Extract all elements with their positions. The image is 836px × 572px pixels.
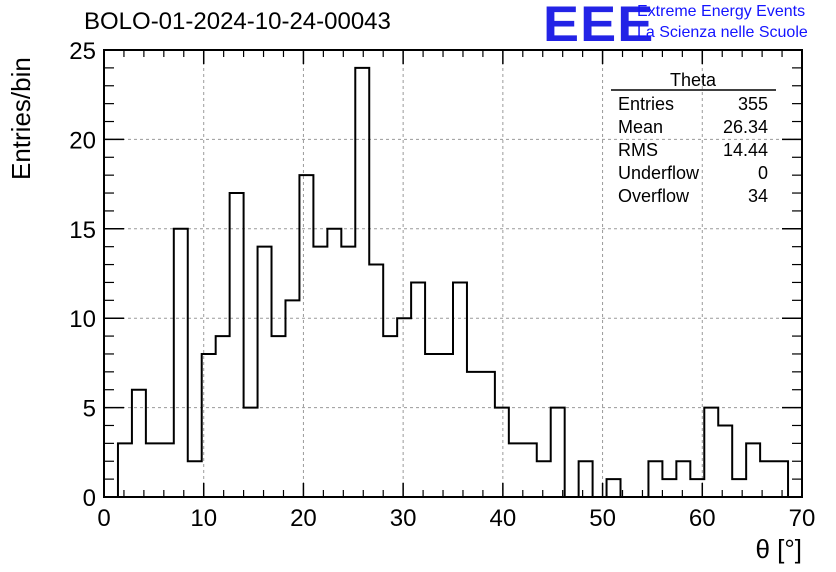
histogram-bin	[202, 354, 216, 497]
x-tick-label: 20	[290, 505, 317, 532]
histogram-bin	[341, 247, 355, 497]
histogram-bin	[453, 282, 467, 497]
histogram-bin	[216, 336, 230, 497]
histogram-bin	[188, 461, 202, 497]
histogram-bin	[244, 408, 258, 497]
histogram-bin	[718, 425, 732, 497]
stats-label: Overflow	[618, 186, 690, 206]
logo-text-line1: Extreme Energy Events	[637, 3, 806, 20]
x-tick-label: 60	[689, 505, 716, 532]
histogram-bin	[383, 336, 397, 497]
y-tick-label: 0	[83, 485, 96, 512]
histogram-bin	[160, 443, 174, 497]
histogram-bin	[285, 300, 299, 497]
x-tick-label: 70	[789, 505, 816, 532]
chart-title: BOLO-01-2024-10-24-00043	[84, 8, 391, 35]
histogram-bin	[425, 354, 439, 497]
histogram-bin	[509, 443, 523, 497]
histogram-bin	[551, 408, 565, 497]
histogram-bin	[258, 247, 272, 497]
histogram-bin	[537, 461, 551, 497]
stats-title: Theta	[670, 70, 717, 90]
histogram-bin	[411, 282, 425, 497]
stats-box: Theta Entries 355 Mean 26.34 RMS 14.44 Underflo…	[611, 70, 776, 206]
histogram-bin	[272, 336, 286, 497]
y-axis-title: Entries/bin	[6, 57, 36, 180]
histogram-bin	[523, 443, 537, 497]
histogram-bin	[118, 443, 132, 497]
histogram-bin	[579, 461, 593, 497]
histogram-bin	[704, 408, 718, 497]
stats-label: Entries	[618, 94, 674, 114]
y-tick-label: 5	[83, 396, 96, 423]
x-tick-label: 50	[589, 505, 616, 532]
histogram-bin	[746, 443, 760, 497]
histogram-bin	[132, 390, 146, 497]
y-tick-label: 25	[69, 38, 96, 65]
eee-logo: EEE	[543, 0, 655, 52]
stats-label: RMS	[618, 140, 658, 160]
histogram-bin	[313, 247, 327, 497]
histogram-bin	[230, 193, 244, 497]
x-tick-label: 40	[490, 505, 517, 532]
histogram-bin	[607, 479, 621, 497]
tick-labels: 0 10 20 30 40 50 60 70 0 5 10 15 20 25	[69, 38, 815, 532]
histogram-bin	[174, 229, 188, 497]
histogram-bins	[118, 68, 788, 497]
histogram-bin	[327, 229, 341, 497]
histogram-bin	[146, 443, 160, 497]
histogram-bin	[355, 68, 369, 497]
stats-value: 34	[748, 186, 768, 206]
y-tick-label: 20	[69, 127, 96, 154]
histogram-bin	[481, 372, 495, 497]
histogram-bin	[648, 461, 662, 497]
stats-value: 26.34	[723, 117, 768, 137]
histogram-bin	[760, 461, 774, 497]
y-tick-label: 15	[69, 217, 96, 244]
x-axis-title: θ [°]	[755, 534, 802, 564]
histogram-line	[116, 66, 790, 498]
histogram-bin	[732, 479, 746, 497]
logo-text-line2: La Scienza nelle Scuole	[637, 24, 808, 41]
x-tick-label: 0	[97, 505, 110, 532]
histogram-bin	[299, 175, 313, 497]
plot-frame	[103, 49, 803, 498]
stats-label: Mean	[618, 117, 663, 137]
stats-value: 14.44	[723, 140, 768, 160]
histogram-bin	[676, 461, 690, 497]
histogram-bin	[662, 479, 676, 497]
histogram-bin	[397, 318, 411, 497]
stats-value: 355	[738, 94, 768, 114]
histogram-bin	[369, 265, 383, 497]
stats-value: 0	[758, 163, 768, 183]
stats-label: Underflow	[618, 163, 700, 183]
x-tick-label: 10	[190, 505, 217, 532]
x-tick-label: 30	[390, 505, 417, 532]
histogram-bin	[495, 408, 509, 497]
histogram-bin	[439, 354, 453, 497]
histogram-bin	[774, 461, 788, 497]
histogram-bin	[467, 372, 481, 497]
axis-ticks	[103, 49, 803, 498]
histogram-bin	[690, 479, 704, 497]
y-tick-label: 10	[69, 306, 96, 333]
